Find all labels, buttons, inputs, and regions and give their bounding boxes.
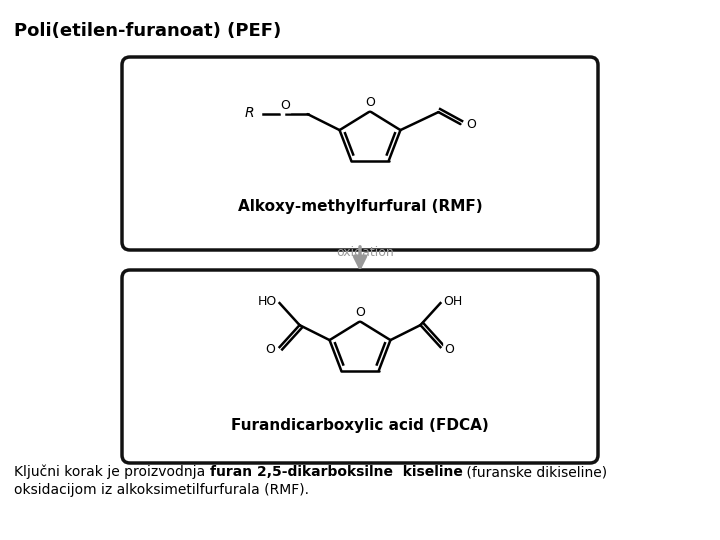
Text: oksidacijom iz alkoksimetilfurfurala (RMF).: oksidacijom iz alkoksimetilfurfurala (RM… — [14, 483, 309, 497]
Text: O: O — [444, 342, 454, 356]
Text: HO: HO — [257, 295, 276, 308]
FancyBboxPatch shape — [122, 57, 598, 250]
Text: R: R — [245, 106, 255, 120]
Text: Ključni korak je proizvodnja: Ključni korak je proizvodnja — [14, 465, 210, 480]
Text: O: O — [266, 342, 276, 356]
Text: furan 2,5-dikarboksilne  kiseline: furan 2,5-dikarboksilne kiseline — [210, 465, 462, 479]
Text: O: O — [355, 306, 365, 319]
Text: O: O — [281, 99, 290, 112]
Text: Furandicarboxylic acid (FDCA): Furandicarboxylic acid (FDCA) — [231, 418, 489, 433]
Text: Poli(etilen-furanoat) (PEF): Poli(etilen-furanoat) (PEF) — [14, 22, 282, 40]
Text: (furanske dikiseline): (furanske dikiseline) — [462, 465, 608, 479]
Text: Alkoxy-methylfurfural (RMF): Alkoxy-methylfurfural (RMF) — [238, 199, 482, 214]
Text: OH: OH — [444, 295, 463, 308]
Text: O: O — [467, 118, 477, 131]
FancyBboxPatch shape — [122, 270, 598, 463]
Text: oxidation: oxidation — [336, 246, 394, 259]
Text: O: O — [365, 96, 375, 109]
